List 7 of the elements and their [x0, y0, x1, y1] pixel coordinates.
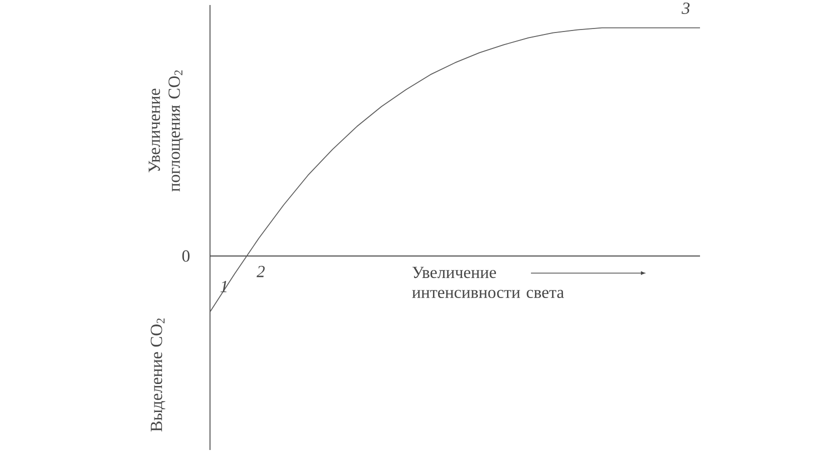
text: Выделение CO$_{2}$: [150, 318, 166, 432]
annotation: 1: [220, 280, 227, 292]
x-axis-title: Увеличение интенсивности света: [412, 266, 564, 298]
y-axis-title: Увеличение поглощения CO$_{2}$: [148, 70, 184, 192]
annotation: 2: [256, 266, 265, 278]
text: 0: [182, 250, 190, 262]
text: 3: [682, 2, 690, 14]
